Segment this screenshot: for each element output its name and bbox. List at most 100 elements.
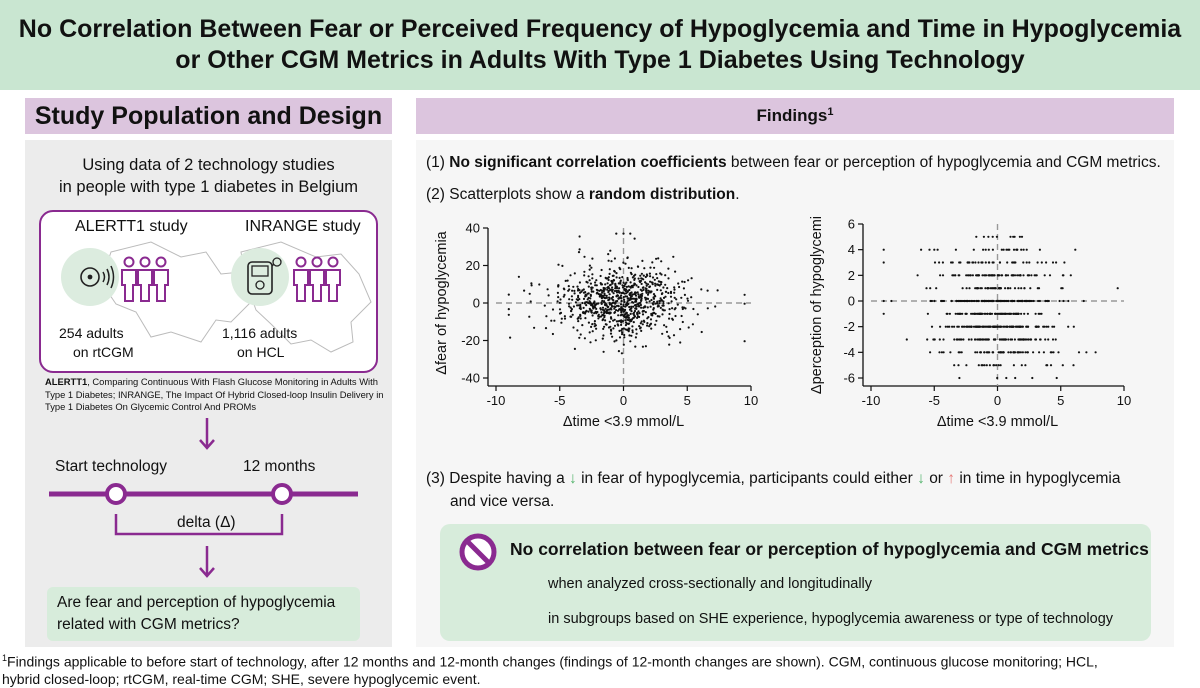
scatter-point	[1047, 338, 1050, 341]
scatter-point	[957, 299, 960, 303]
scatter-point	[998, 299, 1001, 303]
scatter-point	[587, 321, 590, 324]
scatter-point	[633, 315, 637, 318]
arrow-up-red-icon: ↑	[947, 470, 956, 487]
scatter-point	[538, 283, 541, 286]
scatter-point	[654, 295, 657, 298]
scatter-point	[620, 352, 623, 355]
scatter-point	[1029, 338, 1032, 341]
scatter-point	[557, 284, 560, 287]
scatter-point	[583, 274, 586, 277]
scatter-point	[564, 279, 567, 282]
scatter-point	[640, 329, 643, 332]
scatter-point	[656, 305, 659, 308]
x-tick-label: 10	[744, 393, 758, 408]
scatter-point	[591, 277, 594, 280]
scatter-point	[1023, 312, 1026, 315]
scatter-point	[649, 318, 653, 321]
scatter-point	[967, 338, 970, 341]
scatter-point	[578, 235, 581, 238]
scatter-point	[557, 263, 560, 266]
scatter-point	[1020, 364, 1023, 367]
scatter-point	[593, 325, 596, 328]
scatter-point	[975, 287, 978, 290]
scatter-point	[662, 302, 665, 305]
scatter-point	[655, 302, 659, 305]
scatter-point	[586, 292, 589, 295]
scatter-point	[608, 308, 611, 311]
scatter-point	[509, 336, 512, 339]
finding-3-d: in time in hypoglycemia	[959, 470, 1121, 487]
scatter-point	[595, 327, 598, 330]
scatter-point	[593, 322, 596, 325]
findings-panel: (1) No significant correlation coefficie…	[416, 140, 1174, 647]
scatter-point	[650, 298, 653, 302]
scatter-point	[647, 283, 650, 286]
scatter-point	[621, 276, 624, 279]
scatter-point	[628, 288, 631, 292]
scatter-point	[626, 302, 629, 305]
scatter-point	[641, 313, 645, 316]
scatter-point	[627, 327, 630, 330]
scatter-point	[650, 281, 653, 284]
scatter-point	[970, 312, 973, 315]
scatter-point	[661, 313, 664, 316]
scatter-point	[608, 272, 611, 275]
scatter-point	[977, 364, 980, 367]
scatter-point	[647, 291, 650, 294]
scatter-point	[668, 308, 671, 311]
scatter-point	[667, 267, 670, 270]
scatter-point	[629, 307, 632, 310]
scatter-point	[961, 312, 964, 315]
scatter-point	[632, 305, 635, 308]
scatter-point	[1002, 312, 1005, 315]
scatter-point	[925, 287, 928, 290]
scatter-point	[984, 248, 987, 251]
scatter-point	[627, 266, 630, 269]
scatter-point	[570, 308, 573, 311]
scatter-point	[592, 290, 595, 293]
scatter-point	[582, 288, 585, 291]
y-tick-label: 2	[848, 268, 855, 283]
scatter-point	[581, 324, 584, 327]
scatter-point	[1077, 351, 1081, 354]
scatter-point	[668, 312, 671, 316]
scatter-point	[948, 312, 951, 315]
scatter-point	[628, 305, 631, 309]
scatter-point	[681, 320, 684, 324]
scatter-point	[595, 302, 598, 305]
scatter-point	[997, 325, 1000, 328]
scatter-point	[1023, 287, 1026, 290]
scatter-point	[1026, 351, 1029, 354]
y-tick-label: 0	[848, 294, 855, 309]
scatter-point	[589, 293, 592, 296]
scatter-point	[635, 284, 638, 287]
scatterplot-perception: -10 -5 0 5 10 -6 -4 -2 0 2 4 6 Δtime <3.9 mmol/L Δper…	[809, 216, 1131, 430]
scatter-point	[1022, 274, 1025, 277]
scatter-point	[1025, 261, 1028, 264]
scatter-point	[1094, 351, 1097, 354]
scatter-point	[577, 294, 580, 297]
scatter-point	[991, 299, 994, 303]
scatter-point	[986, 312, 989, 315]
scatter-point	[641, 286, 644, 289]
scatter-point	[646, 324, 649, 327]
scatter-point	[615, 287, 619, 290]
scatter-point	[974, 338, 977, 341]
scatter-point	[1009, 287, 1012, 290]
scatter-point	[1007, 351, 1010, 354]
scatter-point	[1072, 364, 1075, 367]
scatter-point	[618, 287, 621, 290]
scatter-point	[577, 251, 581, 254]
scatter-point	[1051, 325, 1054, 328]
scatter-point	[591, 303, 594, 306]
scatter-point	[631, 325, 634, 328]
scatter-point	[1025, 325, 1028, 328]
scatter-point	[966, 261, 969, 264]
scatter-point	[571, 298, 574, 301]
scatter-point	[1046, 299, 1049, 303]
scatter-point	[616, 309, 620, 312]
scatter-point	[940, 351, 943, 354]
scatter-point	[1025, 248, 1028, 251]
scatter-point	[590, 325, 593, 328]
